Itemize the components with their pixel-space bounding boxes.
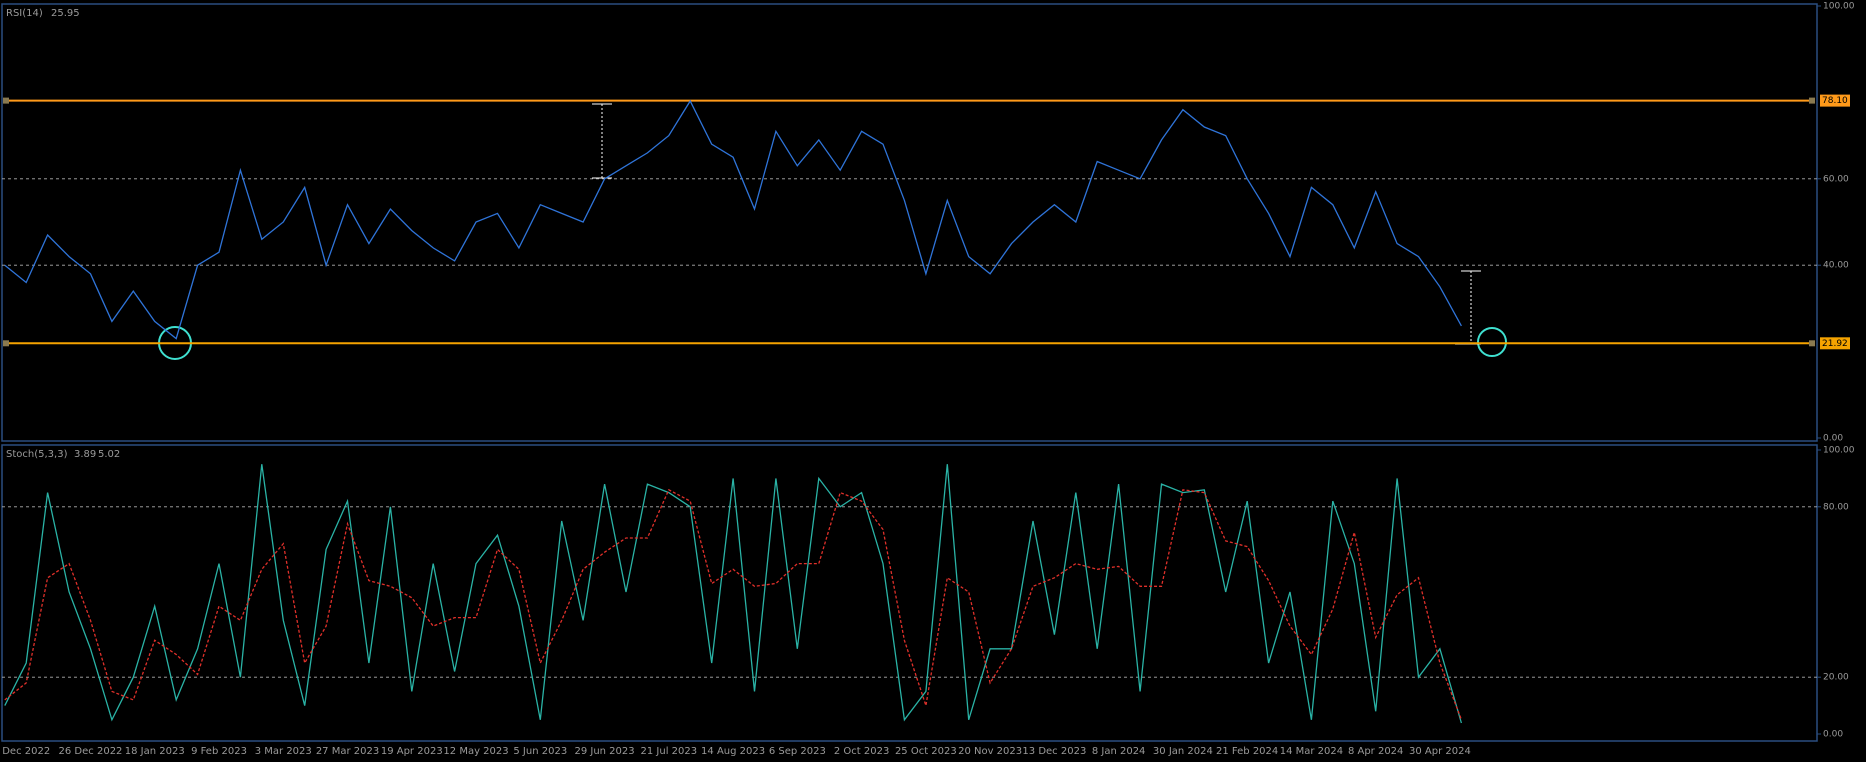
stoch-panel: [1, 444, 1818, 742]
level-handle: [1809, 97, 1815, 104]
x-tick-label: 26 Dec 2022: [59, 746, 123, 757]
x-tick-label: 30 Jan 2024: [1153, 746, 1213, 757]
y-tick-label: 0.00: [1823, 730, 1843, 740]
stoch-signal-current: 5.02: [98, 449, 120, 460]
stoch-main-current: 3.89: [74, 449, 96, 460]
x-tick-label: 14 Aug 2023: [701, 746, 765, 757]
series-line: [4, 99, 1462, 340]
series-line: [4, 488, 1463, 720]
x-tick-label: 14 Mar 2024: [1280, 746, 1343, 757]
x-tick-label: 9 Feb 2023: [191, 746, 247, 757]
y-tick-label: 20.00: [1823, 673, 1849, 683]
level-label: 21.92: [1822, 339, 1848, 349]
x-tick-label: 21 Feb 2024: [1216, 746, 1278, 757]
level-handle: [3, 97, 9, 104]
level-label-box: [1820, 94, 1850, 107]
x-tick-label: 2 Oct 2023: [834, 746, 889, 757]
y-tick-label: 40.00: [1823, 261, 1849, 271]
x-tick-label: 21 Jul 2023: [641, 746, 698, 757]
x-tick-label: 29 Jun 2023: [574, 746, 634, 757]
x-tick-label: 18 Jan 2023: [125, 746, 185, 757]
x-tick-label: 13 Dec 2023: [1022, 746, 1086, 757]
x-tick-label: 27 Mar 2023: [316, 746, 379, 757]
x-tick-label: 8 Jan 2024: [1092, 746, 1146, 757]
x-tick-label: Dec 2022: [2, 746, 50, 757]
rsi-current: 25.95: [51, 8, 80, 19]
x-tick-label: 20 Nov 2023: [958, 746, 1022, 757]
rsi-title: RSI(14): [6, 8, 43, 19]
x-tick-label: 12 May 2023: [443, 746, 508, 757]
x-tick-label: 3 Mar 2023: [255, 746, 312, 757]
x-tick-label: 6 Sep 2023: [769, 746, 826, 757]
y-tick-label: 80.00: [1823, 502, 1849, 512]
y-tick-label: 100.00: [1823, 2, 1855, 12]
x-tick-label: 19 Apr 2023: [381, 746, 443, 757]
series-line: [4, 464, 1463, 724]
level-label: 78.10: [1822, 96, 1848, 106]
stoch-title: Stoch(5,3,3): [6, 449, 68, 460]
x-tick-label: 5 Jun 2023: [513, 746, 567, 757]
y-tick-label: 100.00: [1823, 446, 1855, 456]
level-handle: [3, 340, 9, 347]
rsi-panel: [1, 3, 1818, 442]
y-tick-label: 0.00: [1823, 434, 1843, 444]
x-tick-label: 8 Apr 2024: [1348, 746, 1403, 757]
circle-annotation: [1477, 327, 1507, 357]
y-tick-label: 60.00: [1823, 174, 1849, 184]
level-handle: [1809, 340, 1815, 347]
level-label-box: [1820, 337, 1850, 350]
x-tick-label: 25 Oct 2023: [895, 746, 957, 757]
x-tick-label: 30 Apr 2024: [1409, 746, 1471, 757]
